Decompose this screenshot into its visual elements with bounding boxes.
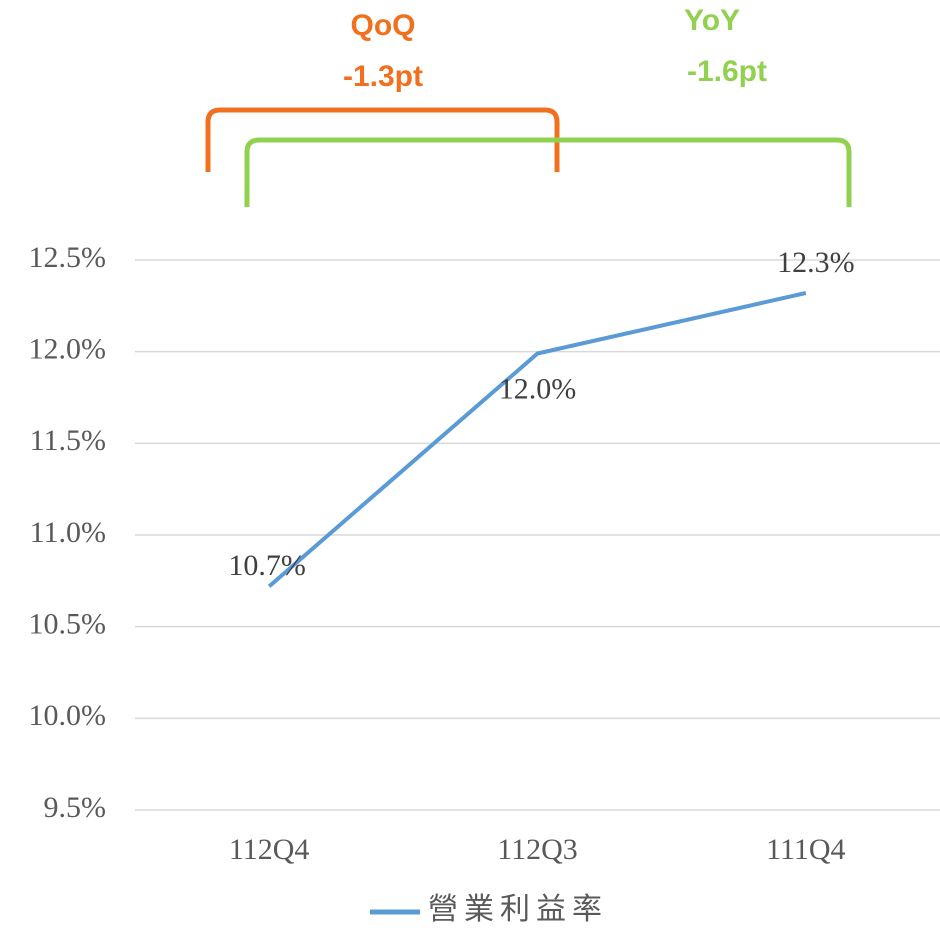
series-line <box>267 291 807 588</box>
annotation: -1.3pt <box>343 60 423 93</box>
y-tick-label: 10.5% <box>29 608 107 641</box>
y-tick-label: 10.0% <box>29 699 107 732</box>
y-tick-label: 12.0% <box>29 333 107 366</box>
x-tick-label: 111Q4 <box>766 833 845 866</box>
y-tick-label: 9.5% <box>44 791 107 824</box>
data-label: 12.3% <box>777 246 855 279</box>
legend-label: 營業利益率 <box>428 893 608 926</box>
data-label: 12.0% <box>499 372 577 405</box>
qoq-bracket <box>205 107 560 172</box>
x-tick-label: 112Q3 <box>497 833 578 866</box>
yoy-bracket <box>244 137 852 207</box>
annotation: -1.6pt <box>687 55 767 88</box>
y-tick-label: 11.5% <box>30 424 106 457</box>
y-tick-label: 11.0% <box>30 516 106 549</box>
y-tick-label: 12.5% <box>29 241 107 274</box>
data-label: 10.7% <box>228 549 306 582</box>
annotation: QoQ <box>351 9 416 42</box>
x-tick-label: 112Q4 <box>229 833 310 866</box>
annotation: YoY <box>684 4 740 37</box>
